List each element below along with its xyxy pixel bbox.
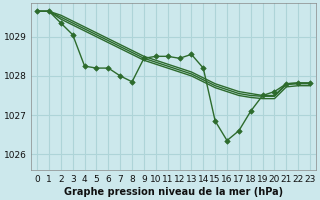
X-axis label: Graphe pression niveau de la mer (hPa): Graphe pression niveau de la mer (hPa) bbox=[64, 187, 283, 197]
